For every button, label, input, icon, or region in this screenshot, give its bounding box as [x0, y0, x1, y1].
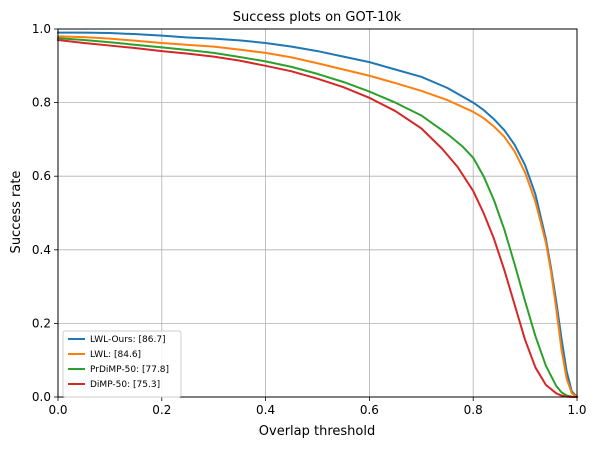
x-axis-label: Overlap threshold — [259, 424, 375, 439]
y-tick-label: 0.6 — [32, 169, 51, 183]
x-tick-label: 1.0 — [567, 403, 586, 417]
series-line — [56, 38, 578, 398]
y-tick-label: 0.0 — [32, 390, 51, 404]
y-tick-label: 0.4 — [32, 243, 51, 257]
legend-box — [62, 330, 182, 398]
x-tick-label: 0.2 — [152, 403, 171, 417]
x-tick-label: 0.0 — [48, 403, 67, 417]
y-tick-label: 1.0 — [32, 22, 51, 36]
axis-ticks: 0.0 0.2 0.4 0.6 0.8 1.0 0.0 0.2 0.4 0.6 0.8 1.0 — [32, 22, 587, 417]
plot-frame — [57, 28, 578, 398]
legend-label: PrDiMP-50: [77.8] — [90, 365, 169, 375]
x-tick-label: 0.4 — [256, 403, 275, 417]
x-tick-label: 0.8 — [464, 403, 483, 417]
legend-label: LWL-Ours: [86.7] — [90, 335, 166, 345]
y-tick-label: 0.2 — [32, 316, 51, 330]
y-tick-label: 0.8 — [32, 96, 51, 110]
y-axis-label: Success rate — [9, 171, 24, 254]
legend: LWL-Ours: [86.7] LWL: [84.6] PrDiMP-50: [7… — [62, 330, 182, 398]
legend-label: DiMP-50: [75.3] — [90, 380, 160, 390]
series-lines — [56, 31, 579, 399]
series-line — [56, 35, 579, 399]
series-line — [56, 37, 579, 399]
legend-label: LWL: [84.6] — [90, 350, 141, 360]
x-tick-label: 0.6 — [360, 403, 379, 417]
chart-title: Success plots on GOT-10k — [233, 10, 402, 25]
